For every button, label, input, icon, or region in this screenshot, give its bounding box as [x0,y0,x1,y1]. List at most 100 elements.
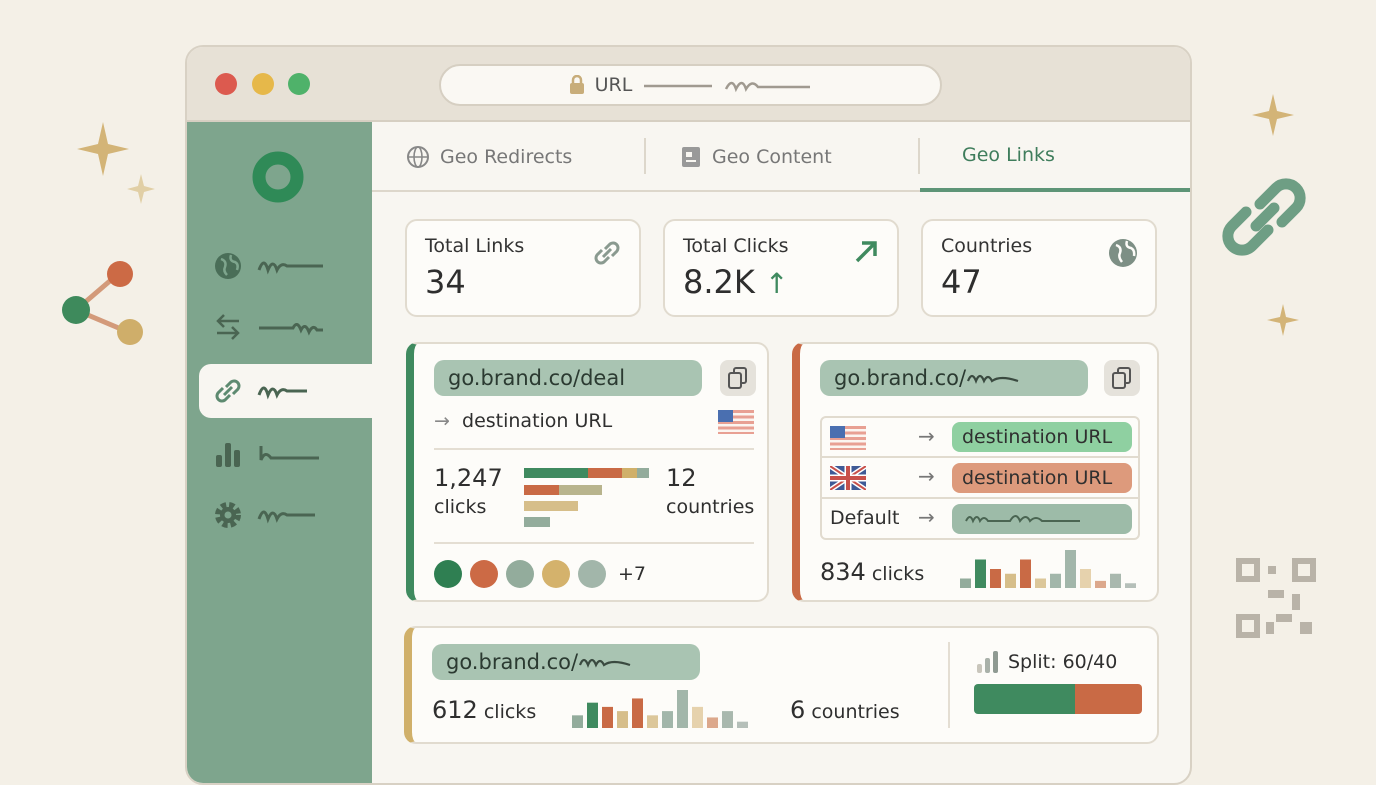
rule-row-default[interactable]: Default → [822,499,1138,539]
signal-bars-icon [977,651,998,673]
bar [637,468,649,478]
address-bar[interactable]: URL [439,64,942,106]
split-segment-b [1074,684,1142,714]
arrow-icon: → [918,464,935,488]
sparkline-bar [632,698,643,728]
close-window-button[interactable] [215,73,237,95]
qr-code-icon [1236,558,1316,638]
short-url[interactable]: go.brand.co/ [432,644,700,680]
globe-icon [215,253,241,279]
sparkline-bar [1095,580,1106,588]
stat-value: 47 [941,263,982,301]
sidebar-item-settings[interactable] [199,488,349,542]
copy-button[interactable] [1104,360,1140,396]
sidebar-item-geo-redirects[interactable] [199,239,349,293]
url-scribble [967,374,1019,384]
sidebar-item-redirects[interactable] [199,300,349,354]
sparkline-bar [1005,573,1016,588]
country-dot [506,560,534,588]
country-dots: +7 [434,560,646,588]
bar [524,517,550,527]
label-scribble [257,261,323,275]
tab-label: Geo Redirects [440,146,573,168]
trend-up-icon: ↑ [765,267,789,300]
click-count: 1,247 [434,464,503,492]
tab-geo-links[interactable]: Geo Links [920,122,1190,192]
country-dot [470,560,498,588]
link-icon [594,241,620,265]
bar [524,468,588,478]
us-flag-icon [718,410,754,434]
stat-value: 34 [425,263,466,301]
short-url[interactable]: go.brand.co/deal [434,360,702,396]
destination-url[interactable]: destination URL [952,463,1132,493]
sparkline-bar [617,711,628,728]
globe-icon [1109,239,1137,267]
sparkline-bar [587,702,598,728]
divider [948,642,950,728]
click-count: 834 clicks [820,558,925,586]
country-label: countries [666,496,755,518]
tab-divider [644,138,646,174]
copy-button[interactable] [720,360,756,396]
sparkline-bar [722,711,733,728]
label-scribble [257,386,307,400]
arrow-icon: → [918,424,935,448]
stat-card-total-clicks: Total Clicks 8.2K ↑ [663,219,899,317]
click-sparkline [960,550,1136,588]
maximize-window-button[interactable] [288,73,310,95]
title-bar: URL [187,47,1190,122]
bar [622,468,637,478]
app-logo [252,151,304,203]
stat-label: Total Links [425,235,525,257]
arrows-swap-icon [216,314,240,340]
country-dot [434,560,462,588]
country-breakdown-bars [524,468,649,527]
bar [588,468,622,478]
link-icon [215,379,241,403]
sidebar-item-geo-links[interactable] [199,364,374,418]
url-scribble [965,515,1080,524]
sidebar [187,122,374,783]
default-label: Default [830,507,900,529]
copy-icon [728,367,747,389]
bar [524,485,559,495]
tab-divider [918,138,920,174]
destination-url[interactable]: destination URL [952,422,1132,452]
link-card-split[interactable]: go.brand.co/ 612 clicks 6 countries Spli… [404,626,1159,744]
sparkline-bar [975,559,986,588]
browser-window: URL Geo Redirects Geo Content Geo Links … [185,45,1192,785]
link-card-deal[interactable]: go.brand.co/deal → destination URL 1,247… [406,342,769,602]
destination-url[interactable] [952,504,1132,534]
label-scribble [259,323,323,336]
trend-up-arrow-icon [855,241,877,263]
country-count: 6 countries [790,696,900,724]
split-label: Split: 60/40 [1008,651,1118,673]
routing-rules: → destination URL → destination URL Defa… [820,416,1140,540]
stat-label: Countries [941,235,1033,257]
bar [524,501,578,511]
link-card-rules[interactable]: go.brand.co/ → destination URL → destina… [792,342,1159,602]
rule-row-uk[interactable]: → destination URL [822,458,1138,499]
url-scribble [579,658,631,668]
document-icon [682,147,700,167]
bar [559,485,602,495]
minimize-window-button[interactable] [252,73,274,95]
sparkline-bar [1020,559,1031,588]
sparkline-bar [602,706,613,728]
bar-chart-icon [216,443,240,467]
more-countries[interactable]: +7 [618,563,647,585]
tab-geo-content[interactable]: Geo Content [680,122,832,192]
copy-icon [1112,367,1131,389]
destination-url[interactable]: destination URL [462,410,613,432]
lock-icon [569,75,584,94]
rule-row-us[interactable]: → destination URL [822,418,1138,458]
label-scribble [257,510,315,524]
short-url[interactable]: go.brand.co/ [820,360,1088,396]
stat-card-total-links: Total Links 34 [405,219,641,317]
sparkline-bar [1110,573,1121,588]
tab-geo-redirects[interactable]: Geo Redirects [406,122,572,192]
sidebar-item-analytics[interactable] [199,427,349,481]
tab-bar: Geo Redirects Geo Content Geo Links [372,122,1190,192]
chain-link-icon [1222,178,1306,256]
